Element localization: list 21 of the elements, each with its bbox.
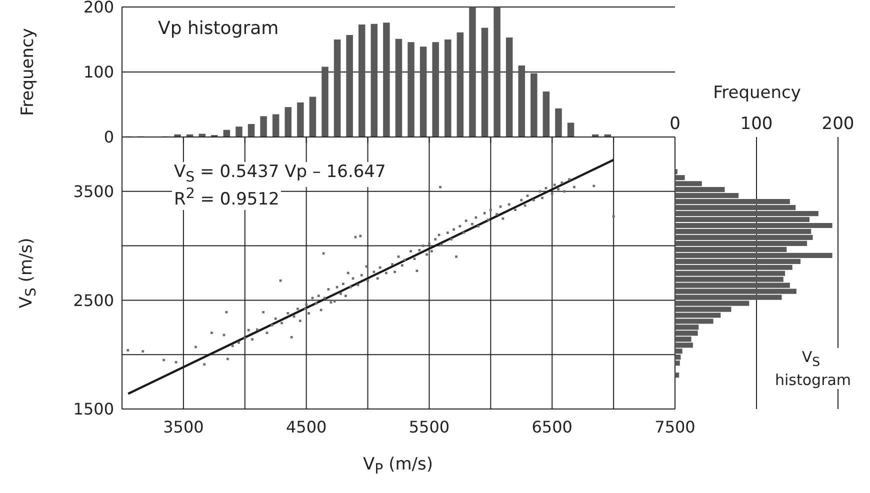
x-tick-label: 0 (670, 114, 680, 134)
x-tick-label: 4500 (286, 417, 327, 436)
y-tick-label: 2500 (73, 290, 114, 310)
x-tick-label: 200 (822, 114, 854, 134)
y-tick-label: 0 (104, 128, 114, 147)
annotation: V$_{S}$ histogram (775, 348, 852, 389)
x-axis-title: Frequency (713, 83, 801, 103)
x-tick-label: 7500 (654, 417, 696, 436)
y-tick-label: 200 (83, 0, 114, 17)
x-tick-label: 100 (740, 114, 773, 134)
y-tick-label: 100 (83, 62, 114, 82)
annotation: V$_{S}$ = 0.5437 Vp – 16.647 (172, 162, 388, 188)
y-tick-label: 1500 (73, 400, 114, 419)
x-tick-label: 6500 (532, 417, 572, 436)
annotation: Vp histogram (158, 18, 279, 39)
x-tick-label: 3500 (163, 417, 204, 436)
x-tick-label: 5500 (408, 417, 450, 436)
x-axis-title: V$_{P}$ (m/s) (362, 454, 434, 478)
y-axis-title: Frequency (18, 28, 38, 116)
y-tick-label: 3500 (73, 182, 114, 202)
annotation: R$^{2}$ = 0.9512 (172, 184, 282, 210)
